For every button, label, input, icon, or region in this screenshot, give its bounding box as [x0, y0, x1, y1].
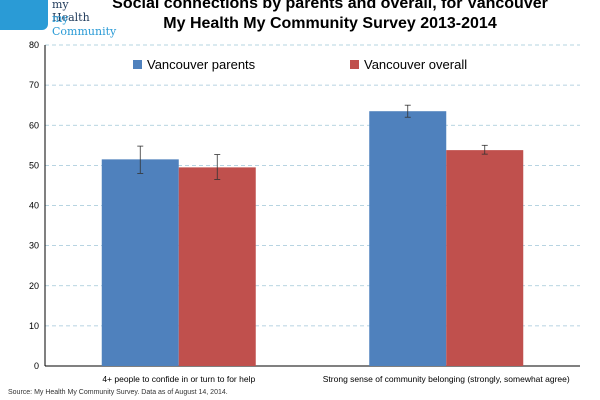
logo-line-2: my Community — [52, 12, 117, 38]
y-tick-label: 50 — [29, 160, 39, 170]
y-tick-label: 60 — [29, 120, 39, 130]
source-note: Source: My Health My Community Survey. D… — [8, 389, 228, 396]
y-tick-label: 30 — [29, 241, 39, 251]
bar-overall — [446, 150, 524, 366]
y-tick-label: 0 — [34, 361, 39, 371]
chart-title-line-1: Social connections by parents and overal… — [112, 0, 548, 12]
x-category-label: 4+ people to confide in or turn to for h… — [102, 374, 255, 384]
y-tick-label: 20 — [29, 281, 39, 291]
x-category-label: Strong sense of community belonging (str… — [323, 374, 570, 384]
chart-title-line-2: My Health My Community Survey 2013-2014 — [163, 15, 497, 32]
legend-label: Vancouver parents — [147, 57, 256, 72]
y-tick-label: 40 — [29, 201, 39, 211]
legend-swatch — [133, 60, 142, 69]
legend-label: Vancouver overall — [364, 57, 467, 72]
logo-line-1: my Health — [52, 0, 90, 24]
bar-overall — [178, 167, 256, 366]
y-tick-label: 80 — [29, 40, 39, 50]
legend-swatch — [350, 60, 359, 69]
y-tick-label: 70 — [29, 80, 39, 90]
chart-title: Social connections by parents and overal… — [110, 0, 550, 34]
heart-cityscape-icon — [0, 0, 48, 30]
logo: my Health my Community — [0, 0, 116, 38]
bar-parents — [369, 111, 447, 366]
bar-parents — [101, 159, 179, 366]
y-tick-label: 10 — [29, 321, 39, 331]
